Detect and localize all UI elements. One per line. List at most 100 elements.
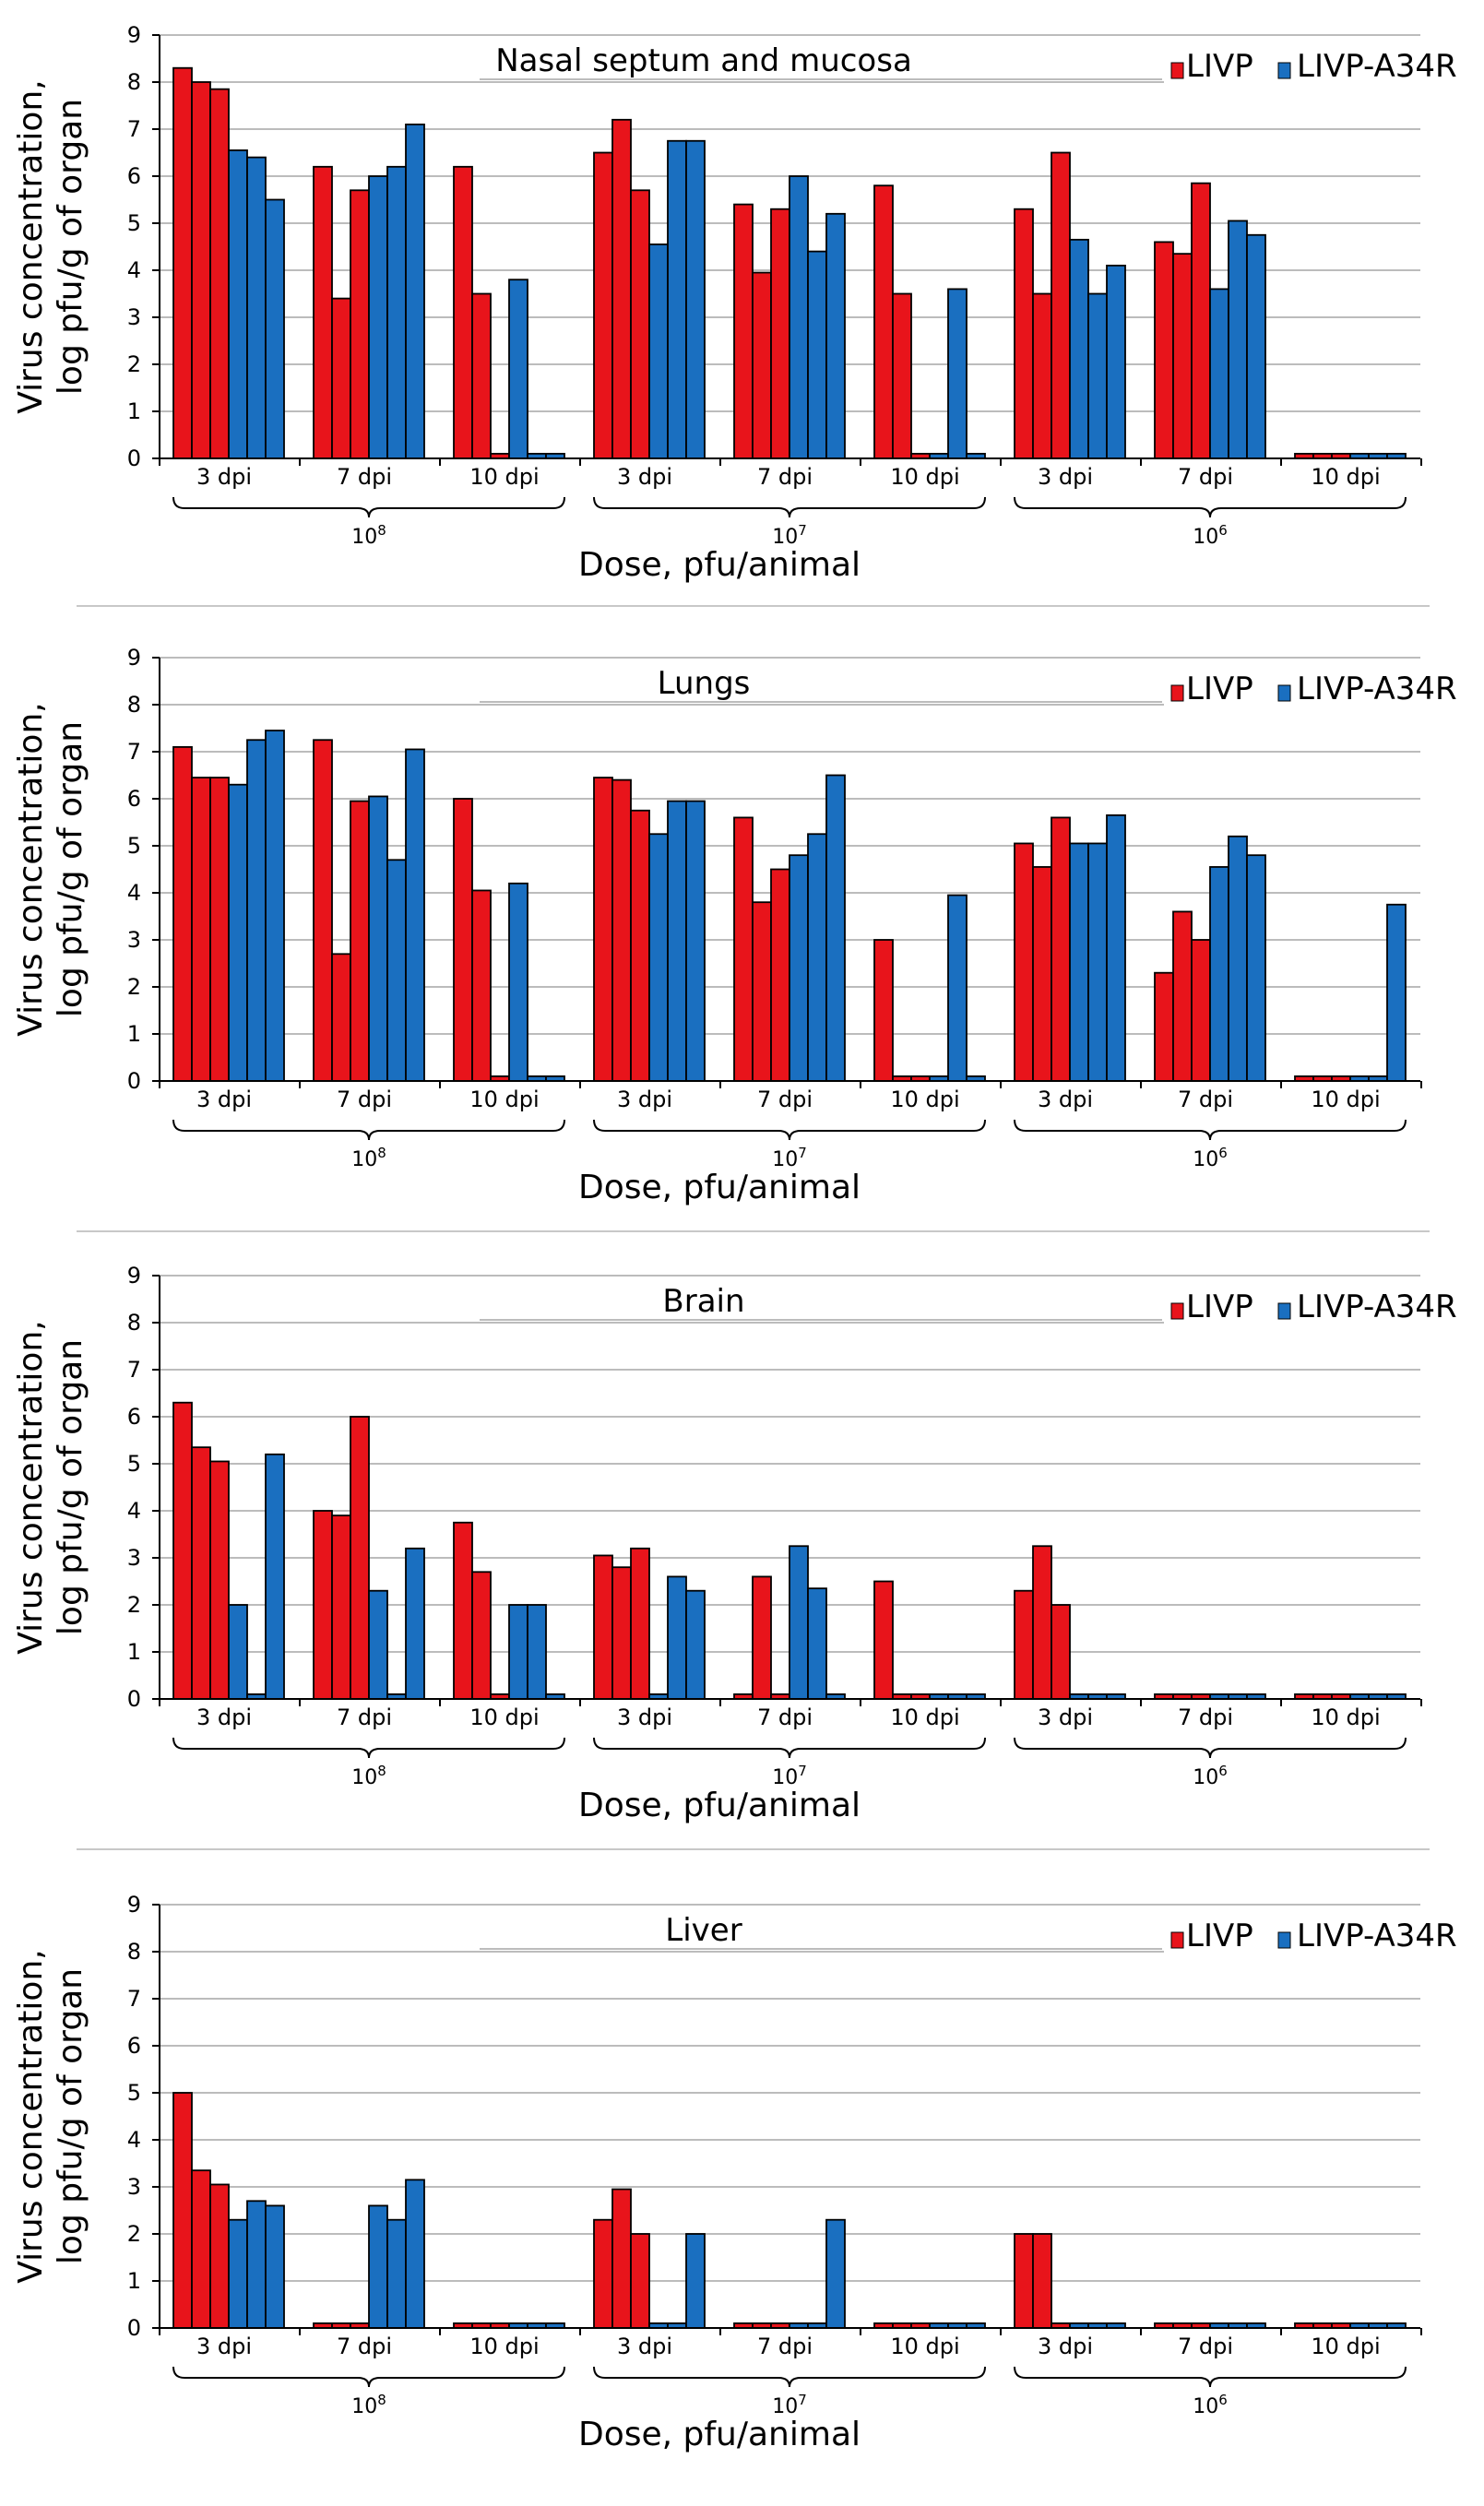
x-axis-label: Dose, pfu/animal	[578, 1787, 861, 1824]
bar-livp	[172, 2092, 193, 2329]
dose-brace	[172, 1737, 565, 1759]
y-tick-label: 0	[127, 1068, 141, 1094]
bar-livp	[611, 118, 632, 459]
dose-label: 106	[1193, 2392, 1228, 2418]
bar-livp	[191, 2169, 211, 2329]
bar-livp	[1172, 910, 1193, 1082]
time-label: 3 dpi	[196, 1087, 252, 1112]
time-label: 3 dpi	[196, 464, 252, 490]
y-tick-label: 8	[127, 692, 141, 718]
bar-livp	[752, 1575, 772, 1700]
bar-livp	[752, 901, 772, 1082]
bar-livp-a34r	[1106, 814, 1126, 1082]
dose-base: 10	[1193, 1766, 1218, 1789]
bar-livp	[313, 739, 333, 1082]
bar-livp-a34r	[246, 2200, 267, 2329]
bar-livp-a34r	[667, 800, 687, 1082]
dose-exponent: 6	[1218, 522, 1228, 539]
time-label: 3 dpi	[1038, 1704, 1093, 1730]
legend-box	[1164, 1912, 1431, 1954]
dose-exponent: 6	[1218, 2392, 1228, 2408]
dose-exponent: 7	[798, 522, 807, 539]
legend-swatch-livp	[1170, 684, 1184, 702]
bar-livp	[172, 746, 193, 1082]
y-tick-label: 6	[127, 1404, 141, 1430]
legend-box	[1164, 1283, 1431, 1325]
legend-label-a34r: LIVP-A34R	[1297, 1289, 1457, 1325]
bar-livp	[313, 1510, 333, 1700]
title-box	[480, 1277, 1162, 1320]
dose-label: 106	[1193, 522, 1228, 549]
legend-swatch-a34r	[1277, 1931, 1291, 1949]
y-tick-label: 7	[127, 116, 141, 142]
dose-brace	[1014, 496, 1407, 518]
y-axis-label-2: log pfu/g of organ	[52, 721, 89, 1017]
dose-base: 10	[351, 1148, 377, 1171]
dose-exponent: 7	[798, 1145, 807, 1161]
y-axis-label-2: log pfu/g of organ	[52, 99, 89, 395]
bar-livp-a34r	[1246, 233, 1266, 459]
time-label: 10 dpi	[890, 2334, 959, 2359]
time-label: 7 dpi	[337, 1087, 392, 1112]
y-tick-label: 8	[127, 1310, 141, 1336]
time-label: 3 dpi	[617, 2334, 672, 2359]
bar-livp-a34r	[405, 2179, 425, 2329]
bar-livp	[191, 777, 211, 1082]
bar-livp	[1014, 1589, 1034, 1700]
dose-brace	[593, 2366, 986, 2388]
bar-livp-a34r	[368, 1589, 388, 1700]
bar-livp-a34r	[685, 139, 706, 459]
y-axis-label-1: Virus concentration,	[12, 702, 50, 1036]
dose-base: 10	[772, 526, 798, 549]
bar-livp	[1191, 182, 1211, 459]
bar-livp-a34r	[947, 894, 968, 1082]
bar-livp-a34r	[1106, 264, 1126, 459]
bar-livp-a34r	[1087, 842, 1108, 1082]
y-tick-label: 1	[127, 1021, 141, 1047]
time-label: 10 dpi	[469, 1087, 539, 1112]
bar-livp	[191, 1446, 211, 1700]
bar-livp-a34r	[228, 1604, 248, 1700]
legend-swatch-livp	[1170, 1302, 1184, 1320]
dose-base: 10	[351, 1766, 377, 1789]
bar-livp-a34r	[265, 730, 285, 1082]
dose-brace	[172, 496, 565, 518]
bar-livp-a34r	[789, 854, 809, 1082]
time-label: 7 dpi	[1178, 2334, 1233, 2359]
y-tick-label: 3	[127, 2174, 141, 2200]
bar-livp-a34r	[667, 139, 687, 459]
legend-swatch-a34r	[1277, 62, 1291, 79]
time-label: 10 dpi	[1311, 1087, 1380, 1112]
y-tick-label: 2	[127, 1592, 141, 1618]
bar-livp	[350, 1416, 370, 1700]
y-tick-label: 0	[127, 2315, 141, 2341]
dose-exponent: 8	[377, 1145, 386, 1161]
bar-livp	[471, 1571, 492, 1700]
dose-exponent: 8	[377, 522, 386, 539]
legend-box	[1164, 42, 1431, 85]
dose-exponent: 6	[1218, 1145, 1228, 1161]
dose-brace	[1014, 1737, 1407, 1759]
dose-brace	[1014, 1119, 1407, 1141]
bar-livp-a34r	[1386, 903, 1407, 1082]
time-label: 10 dpi	[469, 2334, 539, 2359]
bar-livp-a34r	[368, 2204, 388, 2329]
time-label: 7 dpi	[1178, 464, 1233, 490]
title-box	[480, 37, 1162, 79]
bar-livp	[453, 1521, 473, 1700]
chart-panel-4: 0 1 2 3 4 5 6 7 8 9 Liver LIVP LIVP-A34R 3 dpi 7 dpi 10…	[12, 1892, 1457, 2453]
bar-livp-a34r	[648, 243, 669, 459]
time-label: 3 dpi	[1038, 464, 1093, 490]
time-label: 3 dpi	[1038, 2334, 1093, 2359]
bar-livp	[209, 1460, 230, 1700]
bar-livp	[1154, 971, 1174, 1082]
bar-livp	[313, 165, 333, 459]
time-label: 7 dpi	[1178, 1087, 1233, 1112]
legend-label-a34r: LIVP-A34R	[1297, 1918, 1457, 1954]
y-tick-label: 9	[127, 1892, 141, 1918]
bar-livp	[471, 292, 492, 459]
bar-livp-a34r	[386, 859, 407, 1082]
time-label: 7 dpi	[1178, 1704, 1233, 1730]
chart-title: Lungs	[658, 665, 751, 702]
